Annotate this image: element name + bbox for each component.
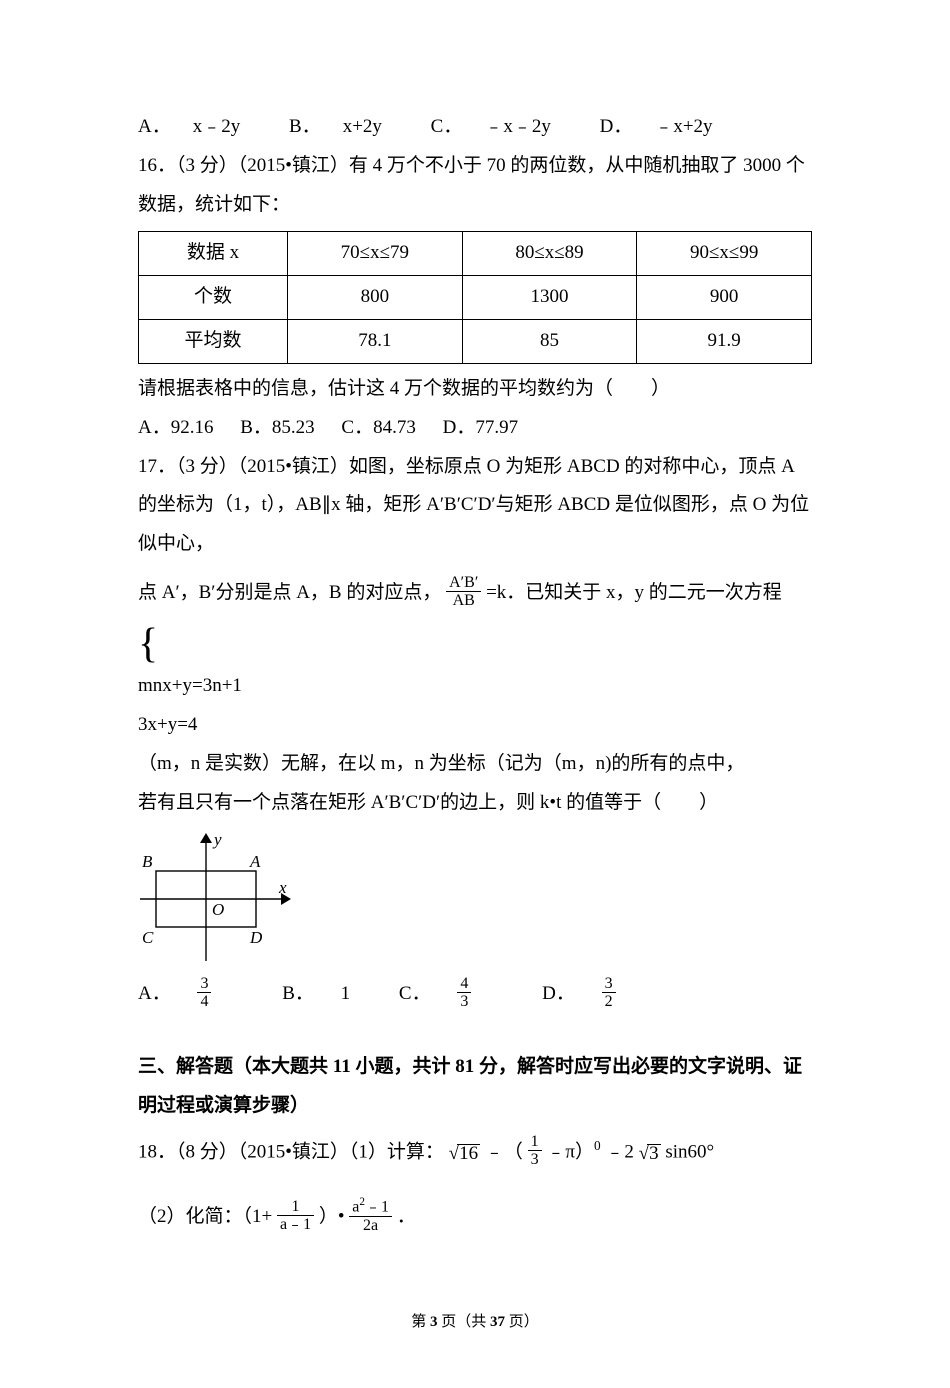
q15-opt-b: B．x+2y xyxy=(289,116,404,137)
th-data: 数据 x xyxy=(139,231,288,275)
q18-p1-mid1: ﹣（ xyxy=(485,1141,523,1162)
q17-p4: 若有且只有一个点落在矩形 A′B′C′D′的边上，则 k•t 的值等于（ ） xyxy=(138,784,812,823)
ratio-frac: A′B′ AB xyxy=(446,574,481,610)
q17-options: A． 34 B． 1 C． 43 D． 32 xyxy=(138,975,812,1014)
q17-p3: （m，n 是实数）无解，在以 m，n 为坐标（记为（m，n)的所有的点中， xyxy=(138,753,744,774)
exp-0: 0 xyxy=(594,1138,601,1153)
svg-text:O: O xyxy=(212,900,224,919)
q18-p2-pre: （2）化简：（1+ xyxy=(138,1206,272,1227)
sqrt-3: 3 xyxy=(639,1144,661,1164)
svg-text:y: y xyxy=(212,831,222,849)
svg-text:D: D xyxy=(249,928,263,947)
td-count-1: 800 xyxy=(288,275,463,319)
section3-title: 三、解答题（本大题共 11 小题，共计 81 分，解答时应写出必要的文字说明、证… xyxy=(138,1048,812,1126)
table-row: 平均数 78.1 85 91.9 xyxy=(139,319,812,363)
td-mean-1: 78.1 xyxy=(288,319,463,363)
q18-p1-post: sin60° xyxy=(665,1141,714,1162)
brace-icon: { xyxy=(138,623,158,665)
q15-opt-d: D．﹣x+2y xyxy=(600,116,735,137)
q17-cases: { xyxy=(138,623,160,665)
svg-text:C: C xyxy=(142,928,154,947)
q18-p1-mid3: ﹣2 xyxy=(605,1141,634,1162)
q16-opt-c: C．84.73 xyxy=(341,417,415,438)
q15-opt-c: C．﹣x﹣2y xyxy=(431,116,573,137)
q16-intro: 16．（3 分）（2015•镇江）有 4 万个不小于 70 的两位数，从中随机抽… xyxy=(138,147,812,225)
td-mean-2: 85 xyxy=(462,319,637,363)
q18-part1: 18．（8 分）（2015•镇江）（1）计算： 16 ﹣（ 13 ﹣π）0 ﹣2… xyxy=(138,1132,812,1172)
td-mean-label: 平均数 xyxy=(139,319,288,363)
th-r1: 70≤x≤79 xyxy=(288,231,463,275)
case-line-2: 3x+y=4 xyxy=(138,706,812,745)
svg-text:A: A xyxy=(249,852,261,871)
frac-1-3: 13 xyxy=(528,1133,542,1169)
th-r3: 90≤x≤99 xyxy=(637,231,812,275)
frac-a2-1-2a: a2﹣1 2a xyxy=(349,1196,392,1235)
td-count-3: 900 xyxy=(637,275,812,319)
q17-opt-c: C． 43 xyxy=(399,983,520,1004)
q18-p2-post: ． xyxy=(397,1206,416,1227)
svg-text:x: x xyxy=(278,878,287,897)
td-count-label: 个数 xyxy=(139,275,288,319)
q17-p2: 点 A′，B′分别是点 A，B 的对应点， A′B′ AB =k．已知关于 x，… xyxy=(138,574,812,613)
sqrt-16: 16 xyxy=(449,1144,480,1164)
ratio-den: AB xyxy=(446,592,481,610)
q17-p1: 17．（3 分）（2015•镇江）如图，坐标原点 O 为矩形 ABCD 的对称中… xyxy=(138,448,812,565)
q17-opt-b: B． 1 xyxy=(282,983,377,1004)
frac-1-a-1: 1a﹣1 xyxy=(277,1198,314,1234)
page-total: 37 xyxy=(490,1314,505,1330)
q17-opt-d: D． 32 xyxy=(542,983,659,1004)
q17-p2-pre: 点 A′，B′分别是点 A，B 的对应点， xyxy=(138,582,441,603)
q16-options: A．92.16 B．85.23 C．84.73 D．77.97 xyxy=(138,409,812,448)
td-mean-3: 91.9 xyxy=(637,319,812,363)
q18-p1-pre: 18．（8 分）（2015•镇江）（1）计算： xyxy=(138,1141,444,1162)
q16-question: 请根据表格中的信息，估计这 4 万个数据的平均数约为（ ） xyxy=(138,370,812,409)
q15-options: A．x﹣2y B．x+2y C．﹣x﹣2y D．﹣x+2y xyxy=(138,108,812,147)
case-line-1: mnx+y=3n+1 xyxy=(138,667,812,706)
q16-table: 数据 x 70≤x≤79 80≤x≤89 90≤x≤99 个数 800 1300… xyxy=(138,231,812,364)
q18-part2: （2）化简：（1+ 1a﹣1 ）• a2﹣1 2a ． xyxy=(138,1198,812,1237)
q17-opt-a: A． 34 xyxy=(138,983,260,1004)
page-footer: 第 3 页（共 37 页） xyxy=(138,1307,812,1338)
q17-cases-line: { xyxy=(138,623,812,665)
th-r2: 80≤x≤89 xyxy=(462,231,637,275)
table-row: 个数 800 1300 900 xyxy=(139,275,812,319)
q17-figure: y x O B A C D xyxy=(138,831,812,971)
ratio-num: A′B′ xyxy=(446,574,481,593)
q17-p2-post: =k．已知关于 x，y 的二元一次方程 xyxy=(486,582,782,603)
svg-text:B: B xyxy=(142,852,153,871)
td-count-2: 1300 xyxy=(462,275,637,319)
q16-opt-a: A．92.16 xyxy=(138,417,213,438)
q18-p1-mid2: ﹣π） xyxy=(546,1141,594,1162)
table-row: 数据 x 70≤x≤79 80≤x≤89 90≤x≤99 xyxy=(139,231,812,275)
q16-opt-d: D．77.97 xyxy=(443,417,518,438)
q16-opt-b: B．85.23 xyxy=(240,417,314,438)
q15-opt-a: A．x﹣2y xyxy=(138,116,262,137)
q18-p2-mid: ）• xyxy=(319,1206,345,1227)
